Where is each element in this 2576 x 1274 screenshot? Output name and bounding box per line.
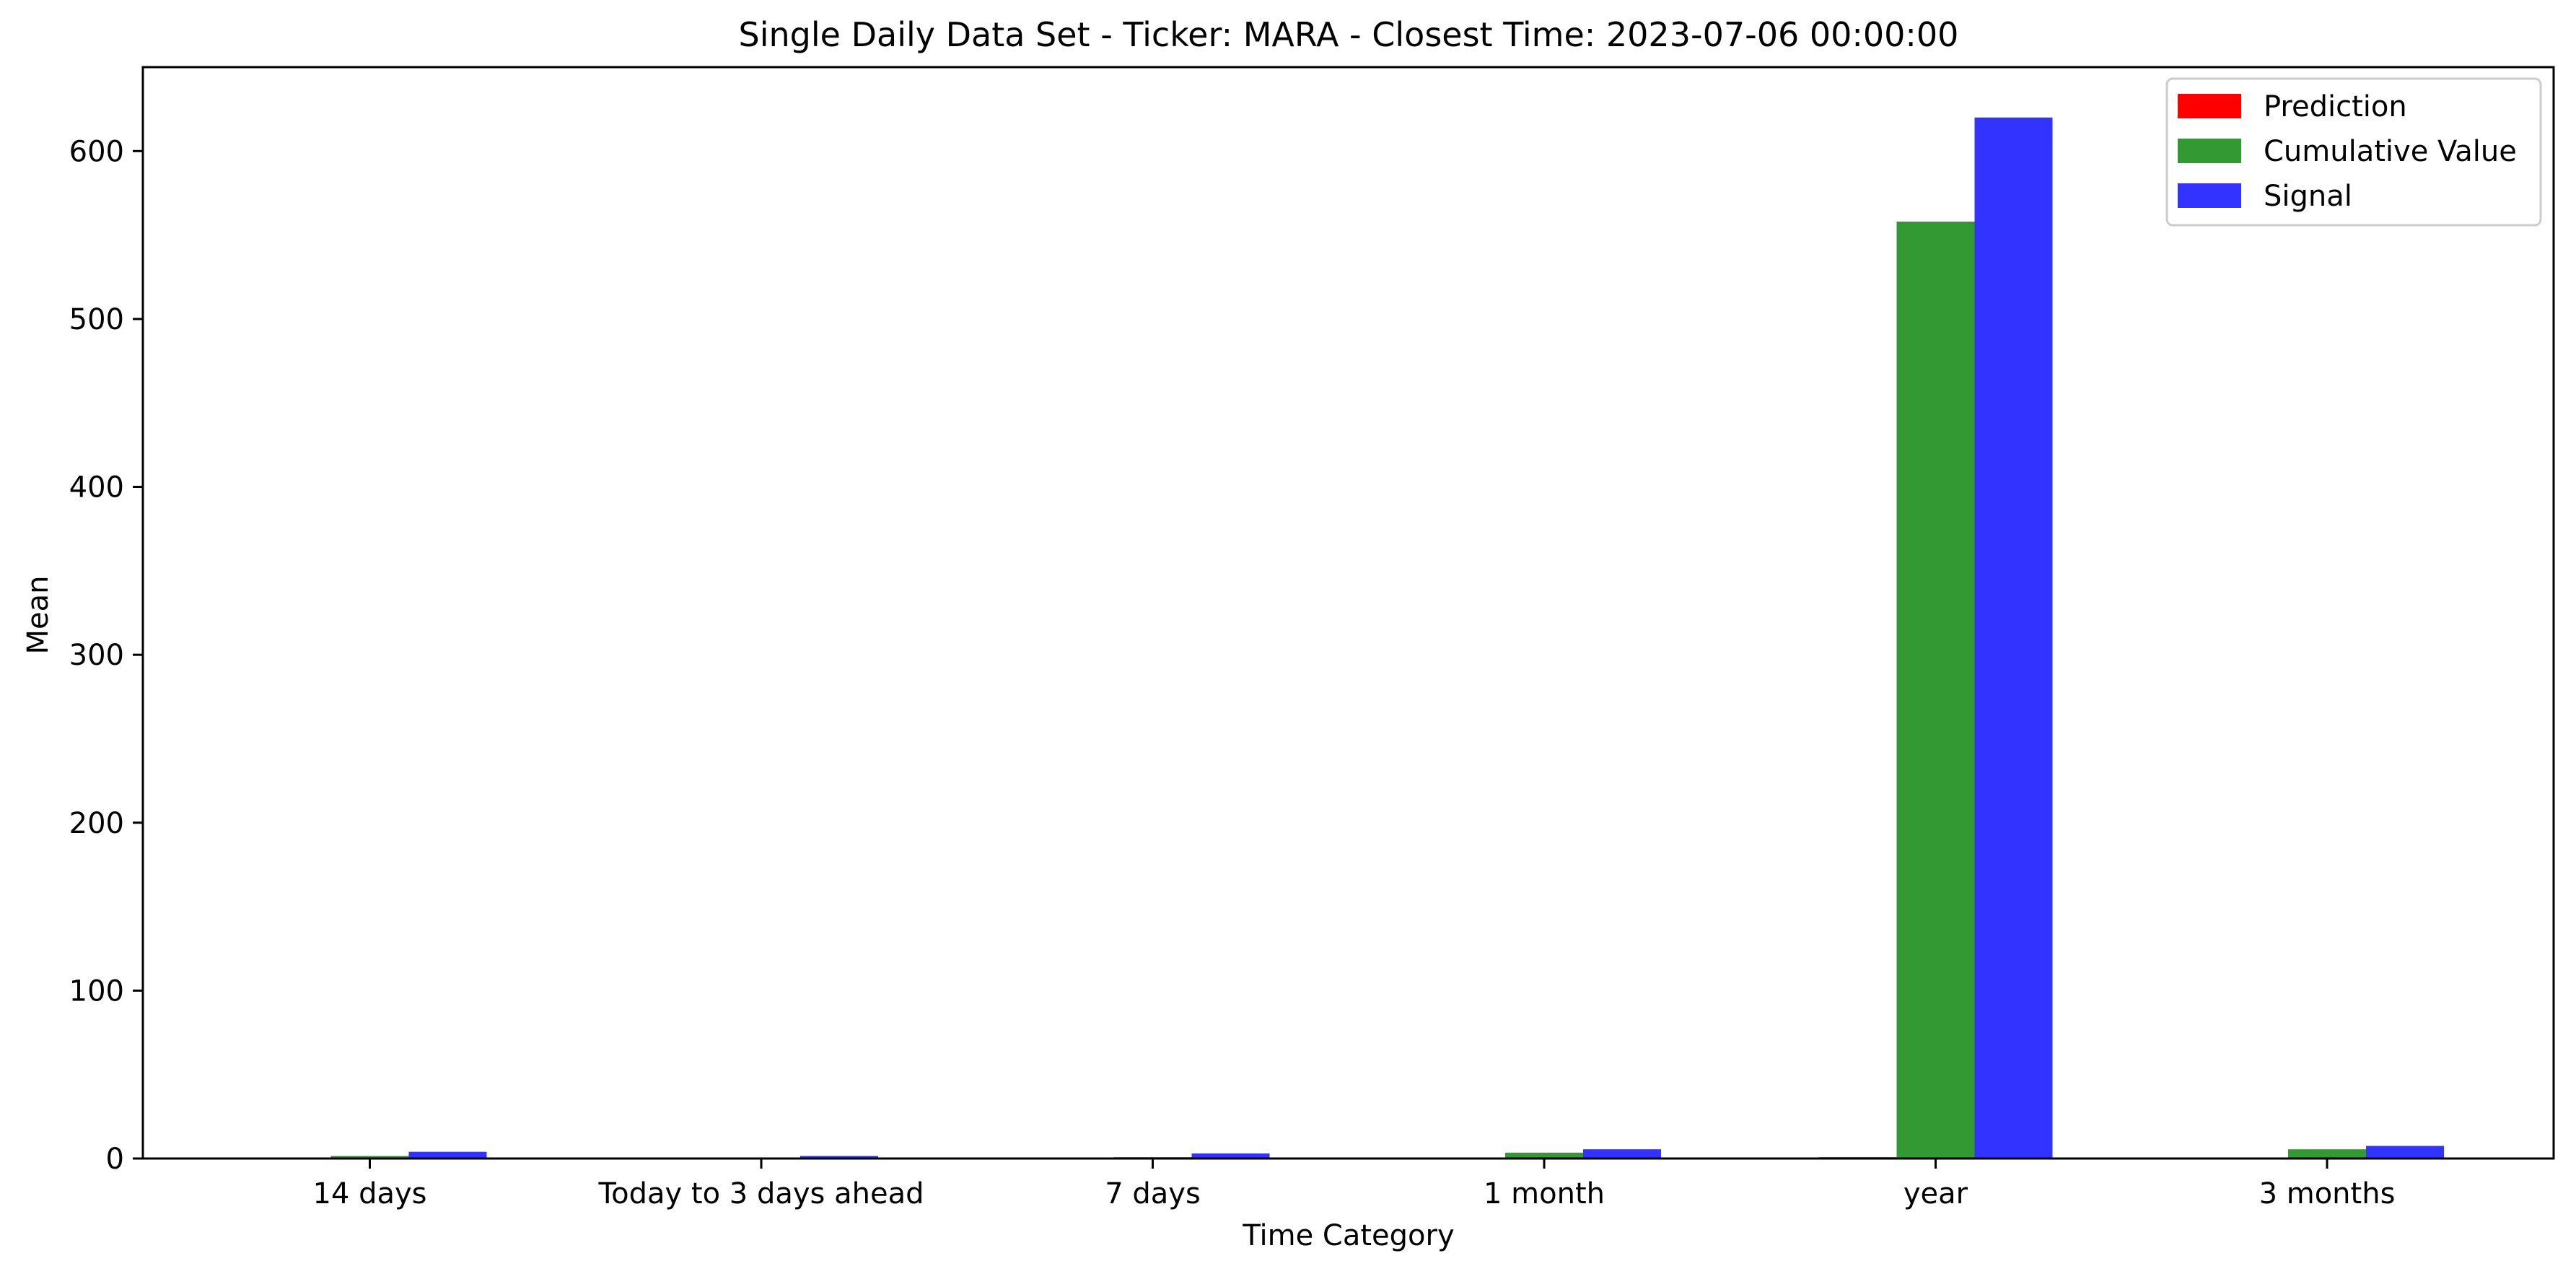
y-tick-label: 600 — [69, 135, 124, 168]
bar-signal-0 — [408, 1151, 487, 1159]
y-tick-label: 200 — [69, 807, 124, 840]
legend-swatch — [2178, 94, 2241, 118]
x-tick-label: year — [1903, 1177, 1968, 1210]
y-tick-label: 400 — [69, 471, 124, 505]
legend: Prediction Cumulative Value Signal — [2165, 77, 2542, 227]
legend-label: Signal — [2264, 180, 2352, 213]
legend-swatch — [2178, 183, 2241, 208]
legend-label: Cumulative Value — [2264, 135, 2517, 168]
bar-signal-2 — [1191, 1153, 1270, 1159]
legend-swatch — [2178, 139, 2241, 163]
legend-label: Prediction — [2264, 90, 2407, 123]
bar-signal-3 — [1583, 1149, 1661, 1159]
x-tick-label: 7 days — [1105, 1177, 1201, 1210]
plot-frame — [141, 66, 2555, 1160]
y-tick-label: 100 — [69, 974, 124, 1008]
x-axis: 14 days Today to 3 days ahead 7 days 1 mont… — [312, 1159, 2395, 1210]
y-tick-label: 500 — [69, 303, 124, 336]
bar-signal-5 — [2366, 1146, 2444, 1159]
x-tick-label: Today to 3 days ahead — [598, 1177, 924, 1210]
y-axis: 0 100 200 300 400 500 600 — [69, 135, 143, 1176]
bar-signal-1 — [800, 1156, 878, 1159]
bar-cumulative-value-5 — [2288, 1149, 2366, 1159]
y-tick-label: 0 — [106, 1143, 124, 1176]
bar-cumulative-value-4 — [1896, 222, 1975, 1159]
bars-layer — [253, 117, 2444, 1159]
x-axis-label: Time Category — [1242, 1219, 1454, 1252]
bar-cumulative-value-0 — [330, 1156, 409, 1159]
y-axis-label: Mean — [22, 576, 55, 655]
legend-frame — [2165, 77, 2542, 227]
chart-title: Single Daily Data Set - Ticker: MARA - C… — [739, 15, 1959, 54]
bar-signal-4 — [1974, 117, 2053, 1159]
x-tick-label: 3 months — [2259, 1177, 2396, 1210]
x-tick-label: 14 days — [312, 1177, 426, 1210]
y-tick-label: 300 — [69, 639, 124, 672]
x-tick-label: 1 month — [1484, 1177, 1605, 1210]
bar-cumulative-value-3 — [1505, 1152, 1583, 1159]
